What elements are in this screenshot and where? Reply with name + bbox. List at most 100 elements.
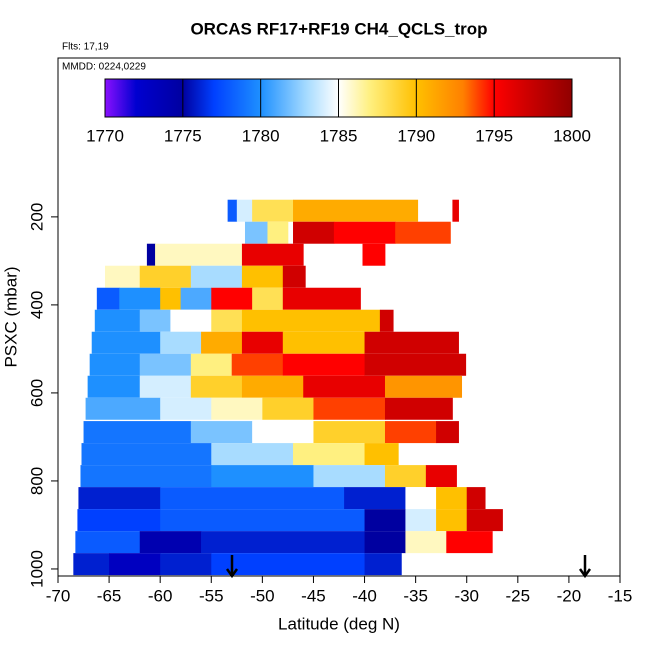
x-tick-label: -50 xyxy=(250,586,275,605)
cell xyxy=(190,353,233,376)
arrow xyxy=(578,555,592,579)
chart-title: ORCAS RF17+RF19 CH4_QCLS_trop xyxy=(190,19,487,38)
cell xyxy=(139,531,202,554)
cell xyxy=(241,265,284,288)
cell xyxy=(282,353,365,376)
cell xyxy=(241,309,381,332)
cell xyxy=(252,421,314,444)
cell xyxy=(364,509,406,532)
cell xyxy=(362,243,386,266)
cell xyxy=(293,221,335,244)
cell xyxy=(73,553,110,576)
cell xyxy=(155,243,243,266)
cell xyxy=(293,199,419,222)
x-tick-label: -40 xyxy=(352,586,377,605)
dates-label: MMDD: 0224,0229 xyxy=(62,62,146,73)
x-tick-label: -70 xyxy=(46,586,71,605)
colorbar-tick-label: 1770 xyxy=(86,126,124,145)
cell xyxy=(384,421,437,444)
flights-label: Flts: 17,19 xyxy=(62,42,109,53)
y-tick-label: 400 xyxy=(27,291,46,319)
cell xyxy=(139,375,192,398)
cell xyxy=(384,465,427,488)
cell xyxy=(80,465,212,488)
cell xyxy=(201,331,243,354)
cell xyxy=(91,331,161,354)
y-tick-label: 600 xyxy=(27,379,46,407)
cell xyxy=(78,487,161,510)
x-tick-label: -30 xyxy=(454,586,479,605)
cell xyxy=(160,331,202,354)
cell xyxy=(446,531,493,554)
cell xyxy=(77,509,161,532)
x-tick-label: -45 xyxy=(301,586,326,605)
x-tick-label: -35 xyxy=(403,586,428,605)
cell xyxy=(344,487,406,510)
cell xyxy=(313,465,386,488)
cell xyxy=(231,353,284,376)
cell xyxy=(241,243,304,266)
cell xyxy=(267,221,289,244)
cell xyxy=(75,531,141,554)
cell xyxy=(293,443,365,466)
colorbar-tick-label: 1785 xyxy=(320,126,358,145)
cell xyxy=(282,331,365,354)
cell xyxy=(211,553,365,576)
cell xyxy=(364,531,406,554)
cell xyxy=(85,397,161,420)
cell xyxy=(405,531,447,554)
cell xyxy=(160,487,345,510)
cell xyxy=(105,265,141,288)
x-tick-label: -25 xyxy=(506,586,531,605)
cell xyxy=(146,243,156,266)
cell xyxy=(211,397,263,420)
x-tick-label: -55 xyxy=(199,586,224,605)
cell xyxy=(303,375,386,398)
cell xyxy=(452,199,459,222)
cell xyxy=(190,421,253,444)
cell xyxy=(160,397,212,420)
cell xyxy=(180,287,212,310)
cell xyxy=(94,309,141,332)
cell xyxy=(244,221,268,244)
cell xyxy=(313,397,386,420)
cell xyxy=(282,265,306,288)
cell xyxy=(405,509,437,532)
cell xyxy=(405,487,437,510)
cell xyxy=(211,465,314,488)
cell xyxy=(436,421,459,444)
cell xyxy=(466,487,486,510)
cell xyxy=(236,199,253,222)
cell xyxy=(313,421,386,444)
cell xyxy=(160,553,212,576)
y-axis-label: PSXC (mbar) xyxy=(1,266,20,367)
cell xyxy=(436,487,468,510)
cell xyxy=(252,199,294,222)
cell xyxy=(109,553,161,576)
cell xyxy=(211,287,253,310)
cell xyxy=(190,375,243,398)
x-tick-label: -15 xyxy=(608,586,633,605)
cell xyxy=(190,265,243,288)
colorbar-tick-label: 1800 xyxy=(553,126,591,145)
cell xyxy=(211,309,243,332)
cell xyxy=(364,353,467,376)
cell xyxy=(364,553,402,576)
y-tick-label: 200 xyxy=(27,203,46,231)
cell xyxy=(160,509,365,532)
cell xyxy=(201,531,365,554)
x-tick-label: -20 xyxy=(557,586,582,605)
colorbar-tick-label: 1790 xyxy=(397,126,435,145)
x-tick-label: -60 xyxy=(148,586,173,605)
cell xyxy=(139,309,171,332)
cell xyxy=(395,221,451,244)
arrow xyxy=(225,555,239,579)
cell xyxy=(81,443,212,466)
cell xyxy=(436,509,468,532)
cells xyxy=(73,199,503,576)
cell xyxy=(379,309,394,332)
cell xyxy=(139,353,192,376)
cell xyxy=(211,443,294,466)
cell xyxy=(384,375,463,398)
y-tick-label: 1000 xyxy=(27,550,46,588)
